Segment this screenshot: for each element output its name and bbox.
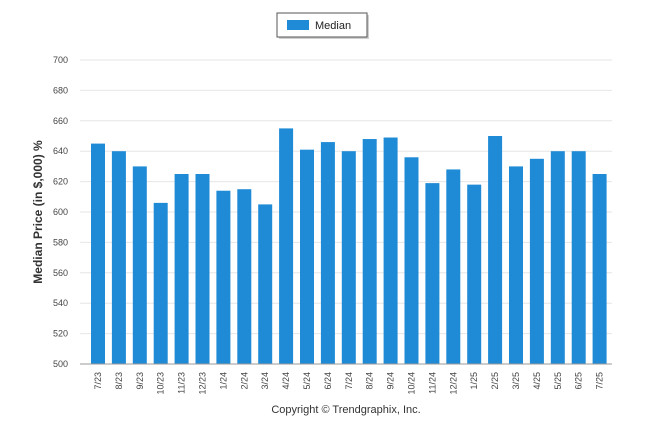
x-tick-label: 4/24 (281, 372, 291, 390)
x-tick-label: 9/23 (135, 372, 145, 390)
y-tick-label: 680 (53, 85, 68, 95)
bar-9-24[interactable] (383, 137, 398, 364)
y-tick-label: 500 (53, 359, 68, 369)
bar-8-24[interactable] (362, 139, 377, 364)
bar-3-25[interactable] (509, 166, 523, 364)
bar-12-23[interactable] (195, 174, 210, 364)
x-tick-label: 7/23 (93, 372, 103, 390)
x-tick-label: 6/24 (323, 372, 333, 390)
legend-swatch (287, 20, 309, 30)
bar-1-25[interactable] (467, 184, 482, 364)
y-axis-ticks: 500 520 540 560 580 600 620 640 660 680 700 (53, 55, 68, 369)
bar-3-24[interactable] (258, 204, 273, 364)
y-tick-label: 700 (53, 55, 68, 65)
bar-7-25[interactable] (592, 174, 607, 364)
legend[interactable]: Median (276, 12, 369, 39)
x-tick-label: 1/25 (469, 372, 479, 390)
x-tick-label: 4/25 (532, 372, 542, 390)
bar-2-25[interactable] (488, 136, 503, 364)
bar-4-24[interactable] (279, 128, 294, 364)
x-tick-label: 5/24 (302, 372, 312, 390)
bar-10-23[interactable] (153, 202, 168, 364)
bar-9-23[interactable] (132, 166, 147, 364)
bar-11-24[interactable] (425, 183, 440, 364)
x-tick-label: 8/23 (114, 372, 124, 390)
y-tick-label: 620 (53, 177, 68, 187)
bar-4-25[interactable] (529, 158, 544, 364)
bar-6-24[interactable] (320, 142, 335, 364)
y-tick-label: 580 (53, 237, 68, 247)
x-tick-label: 8/24 (365, 372, 375, 390)
x-tick-label: 12/23 (198, 372, 208, 395)
y-tick-label: 520 (53, 329, 68, 339)
bar-5-25[interactable] (550, 151, 565, 364)
bar-12-24[interactable] (446, 169, 461, 364)
legend-label: Median (315, 20, 351, 32)
x-tick-label: 5/25 (553, 372, 563, 390)
bar-8-23[interactable] (111, 151, 126, 364)
x-tick-label: 11/24 (427, 372, 437, 394)
bar-7-23[interactable] (91, 143, 105, 364)
x-axis-ticks: 7/23 8/23 9/23 10/23 11/23 12/23 1/24 2/24 3/24 4… (93, 372, 605, 395)
bar-7-24[interactable] (341, 151, 356, 364)
bar-6-25[interactable] (571, 151, 586, 364)
y-tick-label: 660 (53, 116, 68, 126)
y-tick-label: 640 (53, 146, 68, 156)
x-tick-label: 1/24 (218, 372, 228, 390)
bar-5-24[interactable] (300, 149, 314, 364)
bar-11-23[interactable] (174, 174, 189, 364)
y-axis-title: Median Price (in $,000) % (31, 140, 45, 284)
bar-1-24[interactable] (216, 190, 231, 364)
x-tick-label: 2/25 (490, 372, 500, 390)
copyright-text: Copyright © Trendgraphix, Inc. (271, 404, 420, 416)
x-tick-label: 10/23 (156, 372, 166, 395)
y-tick-label: 600 (53, 207, 68, 217)
x-tick-label: 2/24 (239, 372, 249, 390)
bar-2-24[interactable] (237, 189, 252, 364)
y-tick-label: 540 (53, 298, 68, 308)
x-tick-label: 10/24 (407, 372, 417, 395)
x-tick-label: 3/24 (260, 372, 270, 390)
x-tick-label: 7/25 (595, 372, 605, 390)
x-tick-label: 9/24 (386, 372, 396, 390)
x-tick-label: 6/25 (574, 372, 584, 390)
x-tick-label: 11/23 (177, 372, 187, 394)
bar-10-24[interactable] (404, 157, 419, 364)
x-tick-label: 12/24 (448, 372, 458, 395)
bar-series (91, 128, 607, 364)
x-tick-label: 3/25 (511, 372, 521, 390)
y-tick-label: 560 (53, 268, 68, 278)
x-tick-label: 7/24 (344, 372, 354, 390)
